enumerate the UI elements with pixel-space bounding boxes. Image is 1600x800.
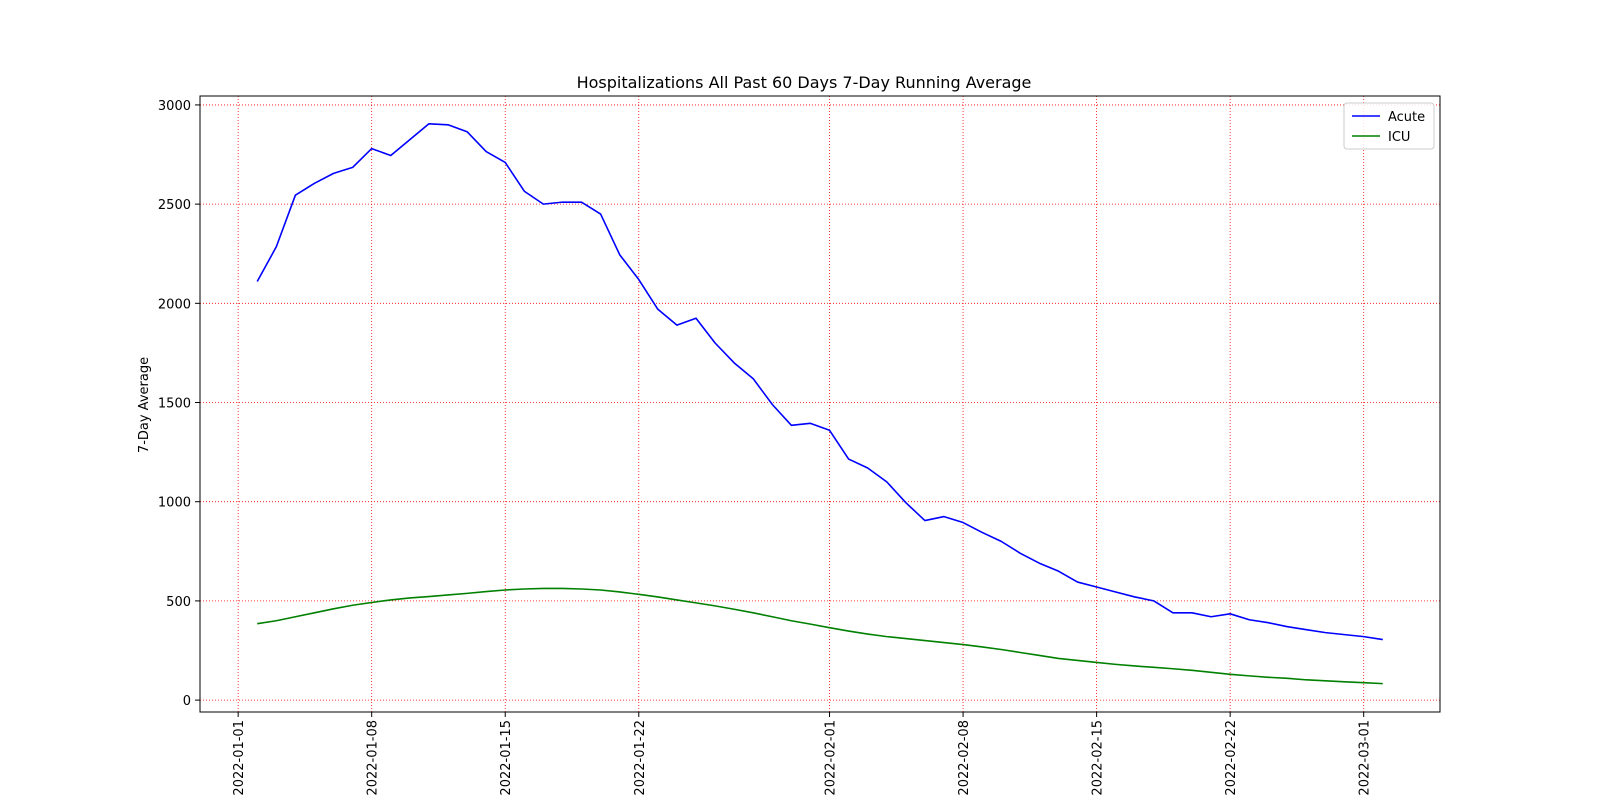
x-tick-label: 2022-02-22	[1224, 720, 1239, 796]
y-axis-ticks: 0 500 1000 1500 2000 2500 3000	[158, 99, 200, 709]
chart-title: Hospitalizations All Past 60 Days 7-Day …	[577, 73, 1032, 92]
legend-box	[1343, 102, 1435, 150]
legend-label-icu: ICU	[1388, 130, 1410, 145]
x-tick-label: 2022-01-22	[633, 720, 648, 796]
x-tick-label: 2022-02-01	[824, 720, 839, 796]
x-axis-ticks: 2022-01-01 2022-01-08 2022-01-15 2022-01-22…	[232, 712, 1373, 796]
grid	[200, 96, 1440, 712]
x-tick-label: 2022-01-01	[232, 720, 247, 796]
y-tick-label: 2000	[158, 297, 191, 312]
x-tick-label: 2022-02-15	[1091, 720, 1106, 796]
y-tick-label: 1000	[158, 496, 191, 511]
y-tick-label: 3000	[158, 99, 191, 114]
plot-frame	[199, 95, 1441, 713]
y-tick-label: 0	[183, 694, 191, 709]
y-tick-label: 2500	[158, 198, 191, 213]
y-tick-label: 500	[166, 595, 191, 610]
x-tick-label: 2022-01-08	[366, 720, 381, 796]
y-axis-label: 7-Day Average	[137, 357, 152, 453]
legend-label-acute: Acute	[1388, 110, 1425, 125]
legend: Acute ICU	[1343, 102, 1435, 150]
series-line-icu	[257, 587, 1383, 685]
series-lines	[256, 122, 1383, 685]
x-tick-label: 2022-01-15	[499, 720, 514, 796]
x-tick-label: 2022-02-08	[957, 720, 972, 796]
y-tick-label: 1500	[158, 397, 191, 412]
series-line-acute	[256, 122, 1383, 641]
x-tick-label: 2022-03-01	[1358, 720, 1373, 796]
